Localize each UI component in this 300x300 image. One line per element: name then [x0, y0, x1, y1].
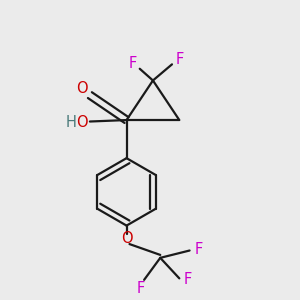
- Text: F: F: [183, 272, 192, 287]
- Text: H: H: [65, 116, 76, 130]
- Text: F: F: [137, 280, 145, 296]
- Text: O: O: [121, 231, 132, 246]
- Text: F: F: [128, 56, 136, 71]
- Text: O: O: [76, 116, 88, 130]
- Text: O: O: [76, 81, 88, 96]
- Text: F: F: [194, 242, 202, 256]
- Text: F: F: [176, 52, 184, 67]
